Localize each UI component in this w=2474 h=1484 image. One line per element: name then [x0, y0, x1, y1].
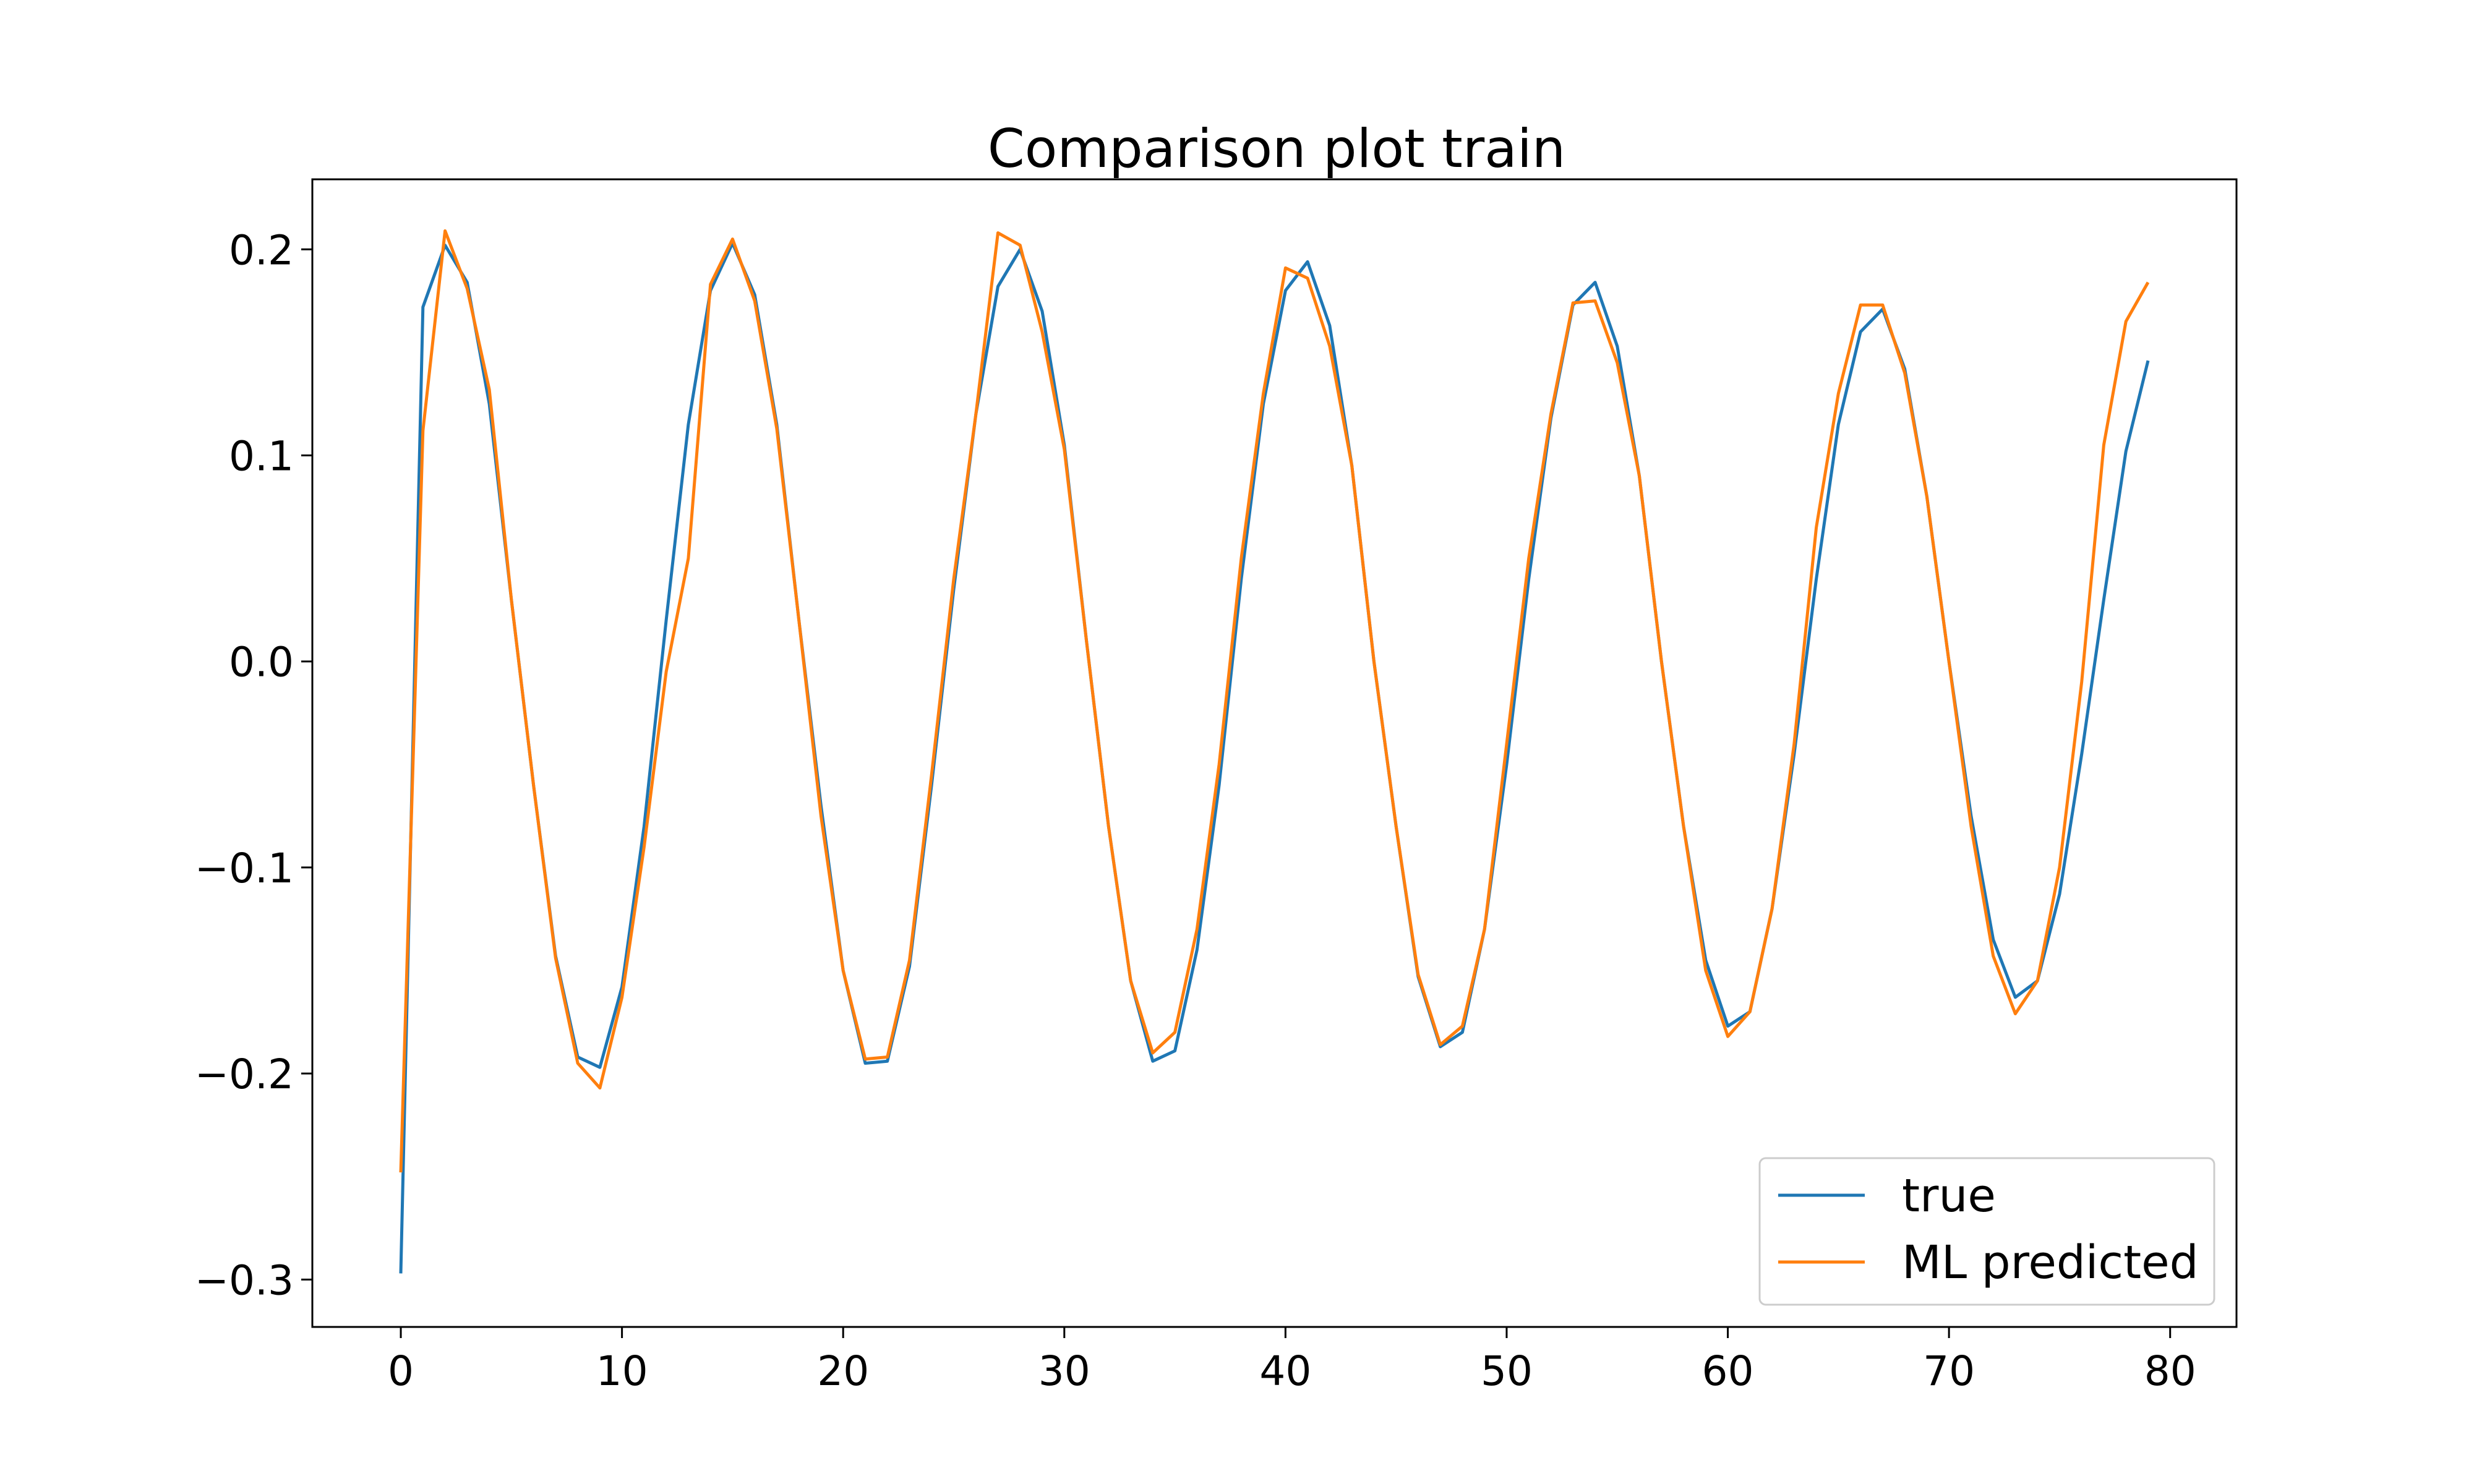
x-tick-label: 20 — [817, 1347, 869, 1395]
x-tick-label: 60 — [1702, 1347, 1754, 1395]
series-layer — [399, 229, 2150, 1274]
x-tick-label: 30 — [1038, 1347, 1090, 1395]
plot-area-frame — [311, 178, 2238, 1328]
x-tick-label: 10 — [596, 1347, 648, 1395]
chart-title: Comparison plot train — [988, 118, 1566, 180]
x-tick-label: 80 — [2144, 1347, 2196, 1395]
x-tick-label: 70 — [1923, 1347, 1975, 1395]
y-tick-label: 0.0 — [229, 639, 294, 686]
x-tick-label: 40 — [1259, 1347, 1311, 1395]
legend-label: ML predicted — [1902, 1236, 2199, 1289]
series-line-ml-predicted — [399, 229, 2150, 1173]
y-tick-label: −0.3 — [195, 1256, 294, 1304]
legend-label: true — [1902, 1169, 1996, 1222]
y-tick-label: −0.2 — [195, 1051, 294, 1098]
legend: true ML predicted — [1758, 1157, 2215, 1306]
x-axis: 0 10 20 30 40 50 60 70 80 — [388, 1327, 2196, 1395]
y-axis: −0.3 −0.2 −0.1 0.0 0.1 0.2 — [195, 226, 312, 1304]
series-line-true — [399, 241, 2150, 1274]
y-tick-label: 0.2 — [229, 226, 294, 274]
y-tick-label: −0.1 — [195, 845, 294, 892]
x-tick-label: 50 — [1481, 1347, 1533, 1395]
legend-box — [1758, 1157, 2215, 1306]
x-tick-label: 0 — [388, 1347, 414, 1395]
y-tick-label: 0.1 — [229, 433, 294, 480]
